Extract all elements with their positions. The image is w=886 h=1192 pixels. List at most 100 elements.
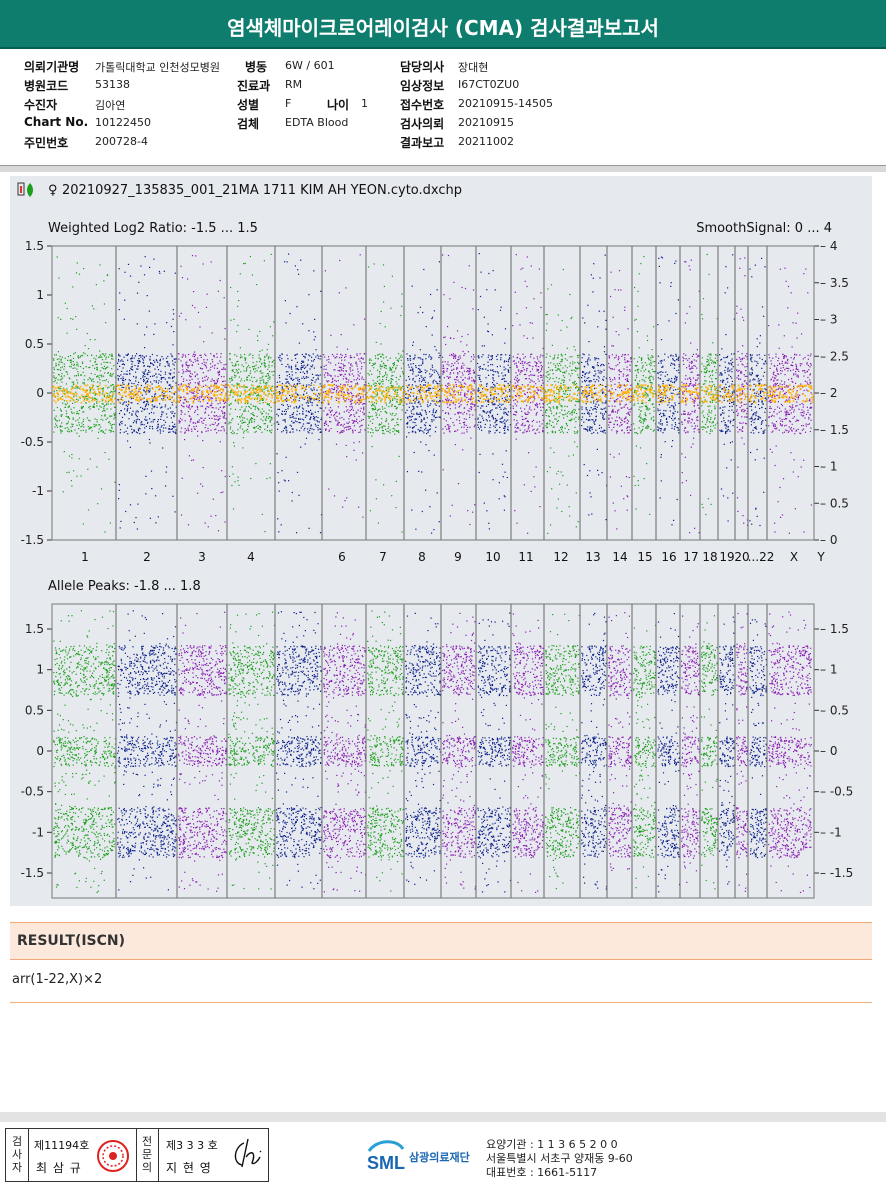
probe-point <box>194 763 196 765</box>
probe-point <box>212 694 214 696</box>
probe-point <box>162 755 164 757</box>
probe-point <box>102 431 104 433</box>
probe-point <box>180 312 182 314</box>
probe-point <box>75 272 78 274</box>
probe-point <box>158 659 160 662</box>
smooth-signal-point <box>53 385 55 388</box>
probe-point <box>238 300 240 302</box>
probe-point <box>121 748 123 750</box>
probe-point <box>213 810 215 812</box>
probe-point <box>160 381 162 383</box>
probe-point <box>192 391 194 393</box>
probe-point <box>83 379 85 381</box>
probe-point <box>207 888 209 890</box>
probe-point <box>76 411 78 413</box>
probe-point <box>146 688 148 690</box>
probe-point <box>156 427 158 430</box>
probe-point <box>107 662 110 664</box>
probe-point <box>53 741 55 743</box>
probe-point <box>136 368 138 370</box>
probe-point <box>125 404 127 406</box>
probe-point <box>88 751 90 753</box>
probe-point <box>172 778 174 780</box>
probe-point <box>71 807 73 809</box>
smooth-signal-point <box>157 396 159 398</box>
probe-point <box>172 846 174 848</box>
probe-point <box>99 675 101 677</box>
probe-point <box>235 375 237 377</box>
probe-point <box>135 672 137 674</box>
probe-point <box>124 378 127 381</box>
probe-point <box>98 853 100 855</box>
probe-point <box>187 669 189 671</box>
smooth-signal-point <box>172 400 175 402</box>
probe-point <box>169 679 171 682</box>
probe-point <box>114 823 116 825</box>
probe-point <box>237 372 239 374</box>
probe-point <box>265 394 267 396</box>
hospital-code-label: 병원코드 <box>24 77 68 94</box>
probe-point <box>59 672 61 675</box>
probe-point <box>112 373 114 375</box>
probe-point <box>168 690 171 692</box>
probe-point <box>154 418 156 421</box>
probe-point <box>184 413 186 415</box>
probe-point <box>224 521 226 523</box>
probe-point <box>159 359 161 362</box>
probe-point <box>92 392 94 394</box>
smooth-signal-point <box>219 389 221 392</box>
probe-point <box>84 845 86 847</box>
probe-point <box>184 851 186 853</box>
probe-point <box>145 403 148 405</box>
probe-point <box>209 388 211 390</box>
probe-point <box>195 665 197 667</box>
probe-point <box>83 383 85 385</box>
probe-point <box>219 687 221 689</box>
probe-point <box>95 649 97 651</box>
probe-point <box>208 417 211 419</box>
probe-point <box>209 662 211 664</box>
probe-point <box>117 375 119 377</box>
probe-point <box>204 820 206 822</box>
probe-point <box>218 763 220 765</box>
probe-point <box>189 682 191 684</box>
probe-point <box>124 645 126 647</box>
probe-point <box>77 816 79 818</box>
probe-point <box>214 382 216 384</box>
probe-point <box>124 424 126 426</box>
probe-point <box>71 793 73 795</box>
probe-point <box>94 373 96 375</box>
probe-point <box>109 704 111 706</box>
probe-point <box>167 834 170 836</box>
probe-point <box>149 418 151 420</box>
allele-left-tick-label: 1.5 <box>25 622 44 636</box>
smooth-signal-point <box>147 387 150 390</box>
probe-point <box>138 359 141 362</box>
probe-point <box>173 415 175 418</box>
probe-point <box>183 690 185 692</box>
probe-point <box>247 424 249 426</box>
probe-point <box>120 398 122 400</box>
probe-point <box>137 671 139 673</box>
probe-point <box>86 742 88 744</box>
probe-point <box>220 672 222 674</box>
probe-point <box>144 376 146 378</box>
probe-point <box>100 663 102 665</box>
probe-point <box>86 754 88 756</box>
probe-point <box>94 841 96 843</box>
probe-point <box>132 369 134 371</box>
probe-point <box>202 824 204 826</box>
probe-point <box>63 757 65 759</box>
smooth-signal-point <box>175 384 178 387</box>
probe-point <box>104 680 106 682</box>
smooth-signal-point <box>157 386 160 388</box>
probe-point <box>59 724 61 726</box>
probe-point <box>80 406 82 408</box>
probe-point <box>139 762 141 764</box>
probe-point <box>168 740 171 742</box>
probe-point <box>196 750 198 752</box>
probe-point <box>101 374 103 376</box>
probe-point <box>220 672 222 675</box>
probe-point <box>93 828 95 830</box>
probe-point <box>65 423 68 425</box>
